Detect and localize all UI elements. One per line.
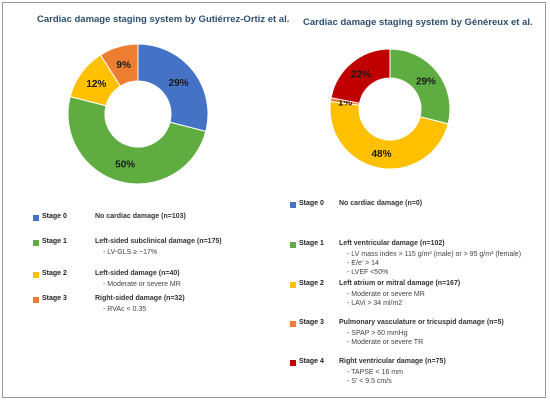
- donut-slice-stage-4: [330, 48, 391, 104]
- legend-stage-label: Stage 2: [42, 270, 67, 277]
- legend-description: Left atrium or mitral damage (n=167): [339, 280, 461, 287]
- legend-description: No cardiac damage (n=103): [95, 213, 186, 220]
- legend-description: Left ventricular damage (n=102): [339, 240, 445, 247]
- legend-detail-line: - Moderate or severe MR: [103, 281, 181, 288]
- legend-detail-line: - TAPSE < 16 mm: [347, 369, 403, 376]
- legend-detail-line: - Moderate or severe TR: [347, 339, 424, 346]
- legend-swatch: [33, 272, 39, 278]
- legend-stage-label: Stage 3: [42, 295, 67, 302]
- legend-details: - TAPSE < 16 mm - S' < 9.5 cm/s: [347, 368, 403, 386]
- donut-slice-stage-0: [137, 43, 209, 133]
- right-donut-chart: 29% 48% 1% 22%: [329, 48, 451, 170]
- legend-swatch: [33, 240, 39, 246]
- legend-stage-label: Stage 0: [42, 213, 67, 220]
- data-label: 29%: [416, 77, 436, 88]
- legend-details: - RVAc < 0.35: [103, 305, 146, 314]
- donut-slice-stage-3: [99, 43, 139, 87]
- legend-detail-line: - E/e' > 14: [347, 260, 379, 267]
- legend-swatch: [33, 215, 39, 221]
- legend-swatch: [33, 297, 39, 303]
- legend-description: Left-sided damage (n=40): [95, 270, 180, 277]
- data-label: 22%: [351, 69, 371, 80]
- legend-detail-line: - SPAP > 60 mmHg: [347, 330, 408, 337]
- legend-details: - LV mass index > 115 g/m² (male) or > 9…: [347, 250, 521, 277]
- right-panel: Cardiac damage staging system by Généreu…: [283, 3, 549, 399]
- legend-stage-label: Stage 0: [299, 200, 324, 207]
- legend-swatch: [290, 202, 296, 208]
- legend-swatch: [290, 360, 296, 366]
- legend-stage-label: Stage 1: [42, 238, 67, 245]
- legend-description: No cardiac damage (n=0): [339, 200, 423, 207]
- legend-details: - LV-GLS ≥ −17%: [103, 248, 157, 257]
- left-donut-chart: 29% 50% 12% 9%: [67, 43, 209, 185]
- legend-swatch: [290, 321, 296, 327]
- data-label: 50%: [115, 159, 135, 170]
- legend-stage-label: Stage 2: [299, 280, 324, 287]
- legend-detail-line: - RVAc < 0.35: [103, 306, 147, 313]
- data-label: 9%: [116, 60, 131, 71]
- left-chart-title: Cardiac damage staging system by Gutiérr…: [37, 14, 290, 25]
- data-label: 29%: [169, 78, 189, 89]
- legend-stage-label: Stage 1: [299, 240, 324, 247]
- figure-frame: Cardiac damage staging system by Gutiérr…: [2, 2, 546, 398]
- legend-details: - SPAP > 60 mmHg - Moderate or severe TR: [347, 329, 423, 347]
- legend-swatch: [290, 282, 296, 288]
- left-panel: Cardiac damage staging system by Gutiérr…: [3, 3, 289, 399]
- legend-swatch: [290, 242, 296, 248]
- legend-details: - Moderate or severe MR: [103, 280, 181, 289]
- legend-detail-line: - LVEF <50%: [347, 269, 389, 276]
- legend-detail-line: - LV mass index > 115 g/m² (male) or > 9…: [347, 251, 522, 258]
- data-label: 12%: [86, 79, 106, 90]
- legend-description: Right ventricular damage (n=75): [339, 358, 446, 365]
- legend-stage-label: Stage 4: [299, 358, 324, 365]
- donut-slice-stage-1: [67, 95, 207, 185]
- legend-description: Left-sided subclinical damage (n=175): [95, 238, 222, 245]
- legend-detail-line: - LV-GLS ≥ −17%: [103, 249, 158, 256]
- legend-detail-line: - Moderate or severe MR: [347, 291, 425, 298]
- donut-slice-stage-2: [329, 100, 449, 170]
- legend-detail-line: - LAVi > 34 ml/m2: [347, 300, 403, 307]
- legend-description: Pulmonary vasculature or tricuspid damag…: [339, 319, 504, 326]
- data-label: 1%: [338, 97, 353, 108]
- right-chart-title: Cardiac damage staging system by Généreu…: [303, 17, 533, 28]
- legend-details: - Moderate or severe MR - LAVi > 34 ml/m2: [347, 290, 425, 308]
- legend-detail-line: - S' < 9.5 cm/s: [347, 378, 392, 385]
- data-label: 48%: [371, 149, 391, 160]
- legend-stage-label: Stage 3: [299, 319, 324, 326]
- legend-description: Right-sided damage (n=32): [95, 295, 185, 302]
